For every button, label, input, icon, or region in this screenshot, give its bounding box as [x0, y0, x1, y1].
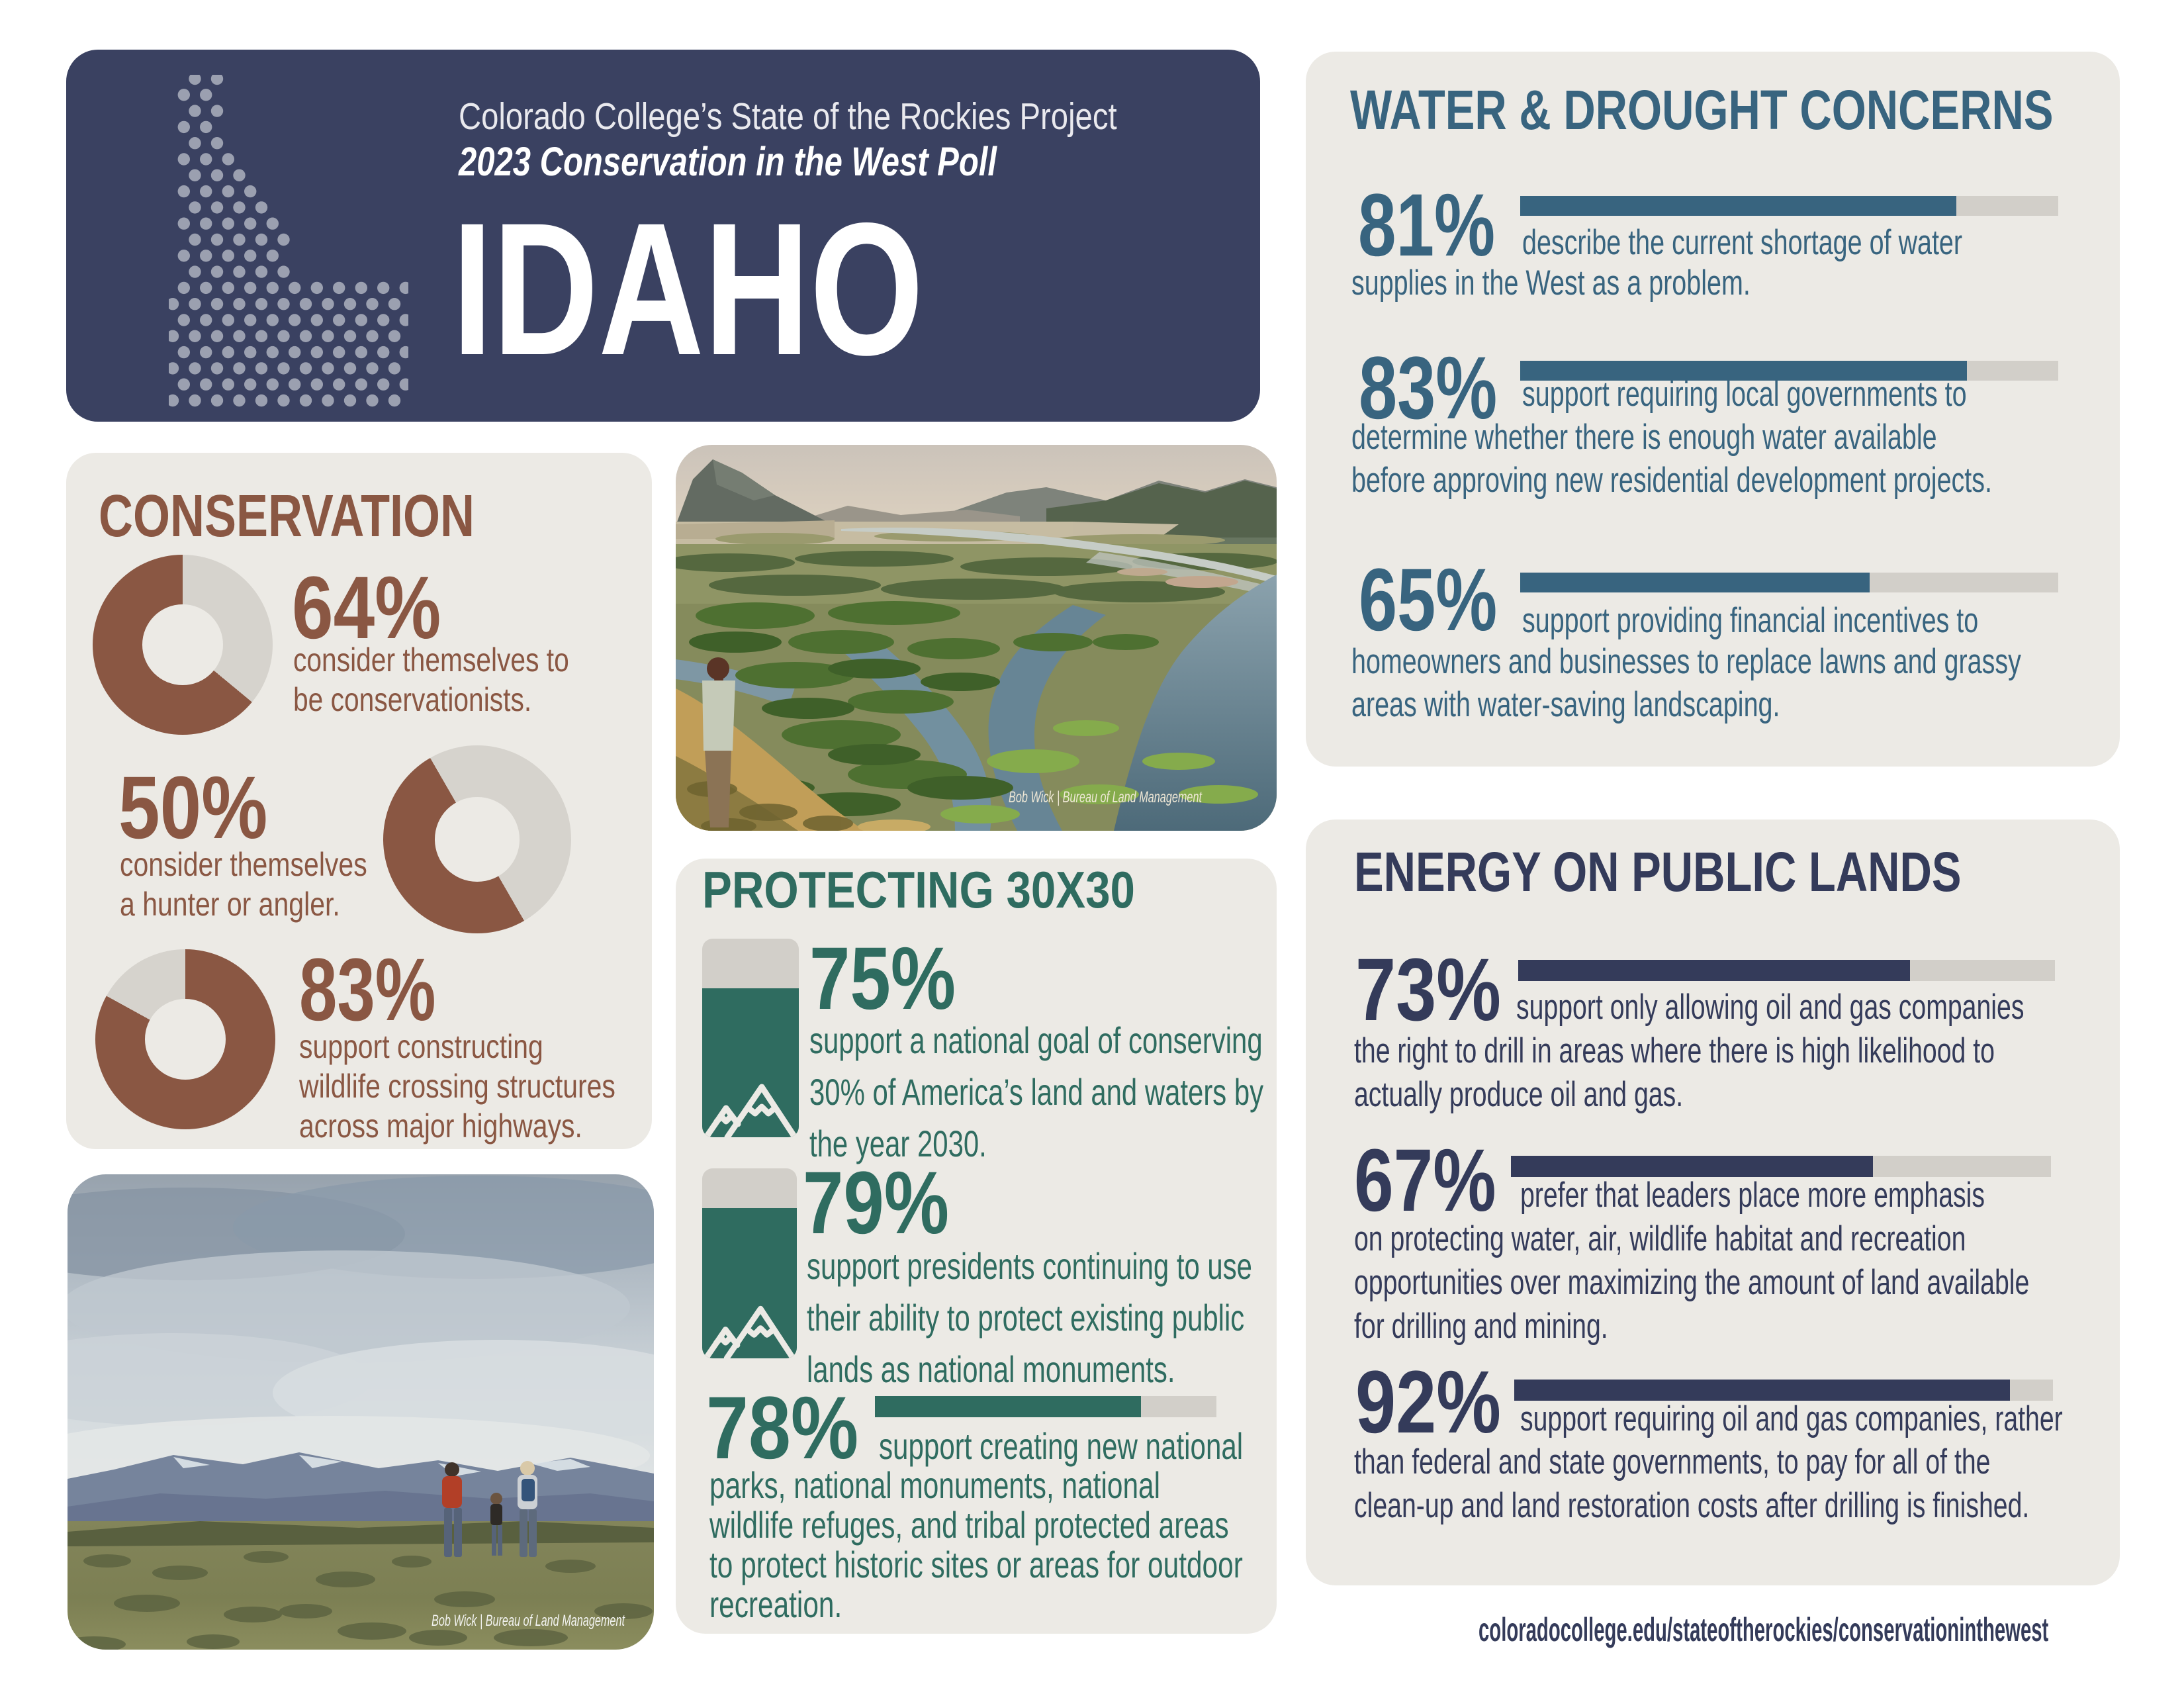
svg-text:Bob Wick | Bureau of Land Mana: Bob Wick | Bureau of Land Management: [432, 1612, 625, 1630]
svg-text:Bob Wick | Bureau of Land Mana: Bob Wick | Bureau of Land Management: [1009, 788, 1203, 806]
